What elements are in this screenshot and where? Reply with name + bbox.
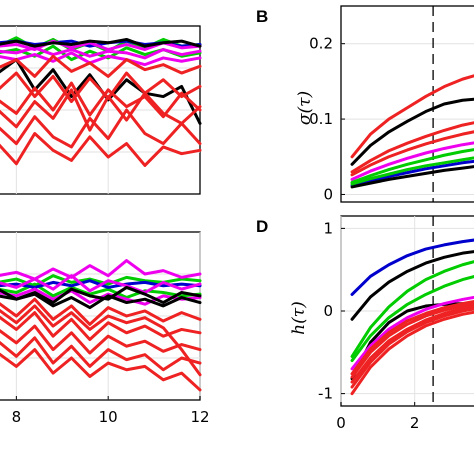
panel-b-series-line (350, 156, 474, 186)
panel-a (0, 25, 202, 195)
panel-c-series-line (0, 259, 202, 281)
panel-c-series-line (0, 336, 202, 372)
panel-a-series-line (0, 46, 202, 60)
panel-d-ytick-label: 0 (323, 302, 333, 320)
panel-d: D h(τ) 0 2-101 (256, 215, 474, 432)
panel-d-series-line (350, 304, 474, 384)
panel-d-series-line (350, 299, 474, 376)
panel-d-series-line (350, 310, 474, 396)
panel-b-series-line (350, 159, 474, 187)
panel-c-plot-area (0, 259, 202, 392)
panel-c-series-line (0, 311, 202, 342)
panel-a-series-line (0, 81, 202, 119)
panel-d-series-line (350, 307, 474, 389)
panel-c-xtick-label: 8 (12, 408, 22, 426)
panel-d-ylabel: h(τ) (289, 301, 309, 335)
panel-b-ticks: 0 0.1 0.2 (309, 35, 345, 203)
panel-d-ytick-label: -1 (318, 385, 333, 403)
panel-c-ticks: 8 10 12 (12, 396, 210, 426)
panel-c-series-line (0, 292, 202, 310)
panel-d-ytick-label: 1 (323, 219, 333, 237)
panel-d-series-line (350, 274, 474, 363)
panel-b-series-line (350, 121, 474, 174)
panel-d-xtick-label: 0 (336, 414, 346, 432)
panel-b-ytick-label: 0 (323, 185, 333, 203)
panel-c-series-line (0, 297, 202, 326)
panel-c-series-line (0, 324, 202, 355)
panel-d-series-line (350, 295, 474, 371)
panel-a-series-line (0, 51, 202, 67)
panel-b-series-line (350, 130, 474, 177)
panel-c-series-line (0, 348, 202, 392)
panel-b-plot-area (350, 6, 474, 202)
panel-b-series-line (350, 97, 474, 166)
panel-b: B σ(τ) 0 0.1 0.2 (256, 5, 474, 203)
panel-a-series-line (0, 71, 202, 104)
panel-c-xtick-label: 10 (99, 408, 118, 426)
panel-b-ytick-label: 0.2 (309, 35, 333, 53)
panel-d-plot-area (350, 216, 474, 406)
panel-a-series-line (0, 132, 202, 167)
panel-a-plot-area (0, 36, 202, 167)
panel-b-series-line (350, 74, 474, 159)
panel-b-ylabel: σ(τ) (295, 91, 315, 125)
panel-b-frame (340, 5, 474, 203)
panel-b-letter: B (256, 7, 268, 26)
panel-d-series-line (350, 260, 474, 358)
panel-d-series-line (350, 302, 474, 379)
panel-b-series-line (350, 141, 474, 181)
panel-a-series-line (0, 54, 202, 78)
panel-d-ticks: 0 2-101 (318, 219, 419, 432)
panel-b-series-line (350, 148, 474, 184)
panel-c-series-line (0, 274, 202, 294)
panel-b-series-line (350, 165, 474, 189)
panel-c-xtick-label: 12 (190, 408, 209, 426)
panel-d-series-line (350, 238, 474, 296)
panel-d-xtick-label: 2 (410, 414, 420, 432)
panel-c: 8 10 12 (0, 231, 210, 426)
panel-a-series-line (0, 37, 202, 48)
panel-c-series-line (0, 304, 202, 377)
panel-a-series-line (0, 108, 202, 149)
panel-b-ytick-label: 0.1 (309, 110, 333, 128)
panel-d-letter: D (256, 217, 268, 236)
panel-d-series-line (350, 250, 474, 321)
